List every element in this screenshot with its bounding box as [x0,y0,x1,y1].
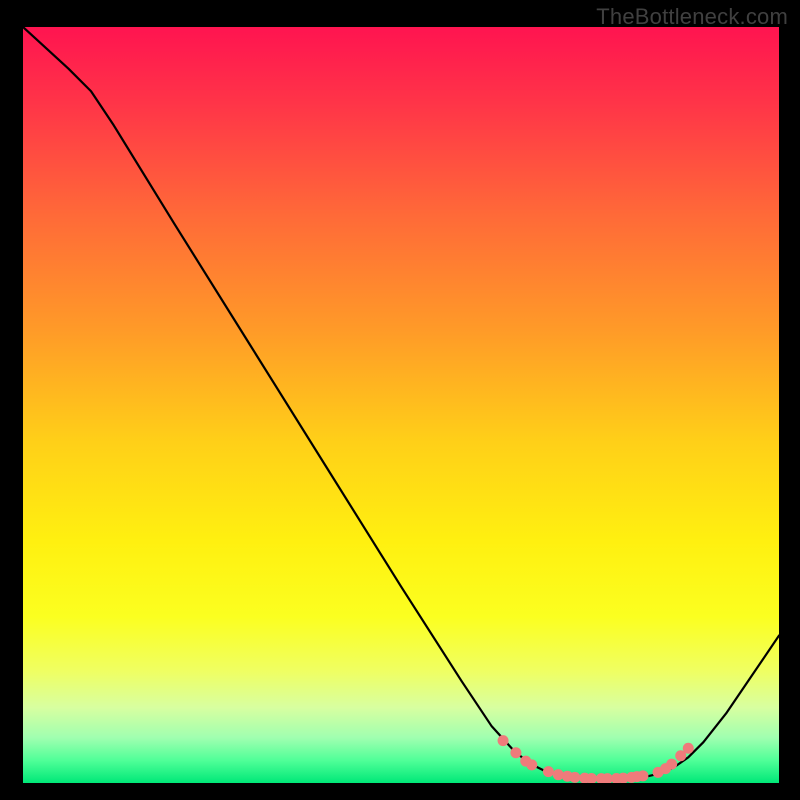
data-marker [526,759,537,770]
data-marker [637,770,648,781]
data-marker [498,735,509,746]
data-marker [543,766,554,777]
gradient-background [23,27,779,783]
plot-area [23,27,779,783]
watermark-text: TheBottleneck.com [596,4,788,30]
data-marker [683,743,694,754]
plot-svg [23,27,779,783]
data-marker [510,747,521,758]
data-marker [666,759,677,770]
chart-frame: TheBottleneck.com [0,0,800,800]
data-marker [569,772,580,783]
